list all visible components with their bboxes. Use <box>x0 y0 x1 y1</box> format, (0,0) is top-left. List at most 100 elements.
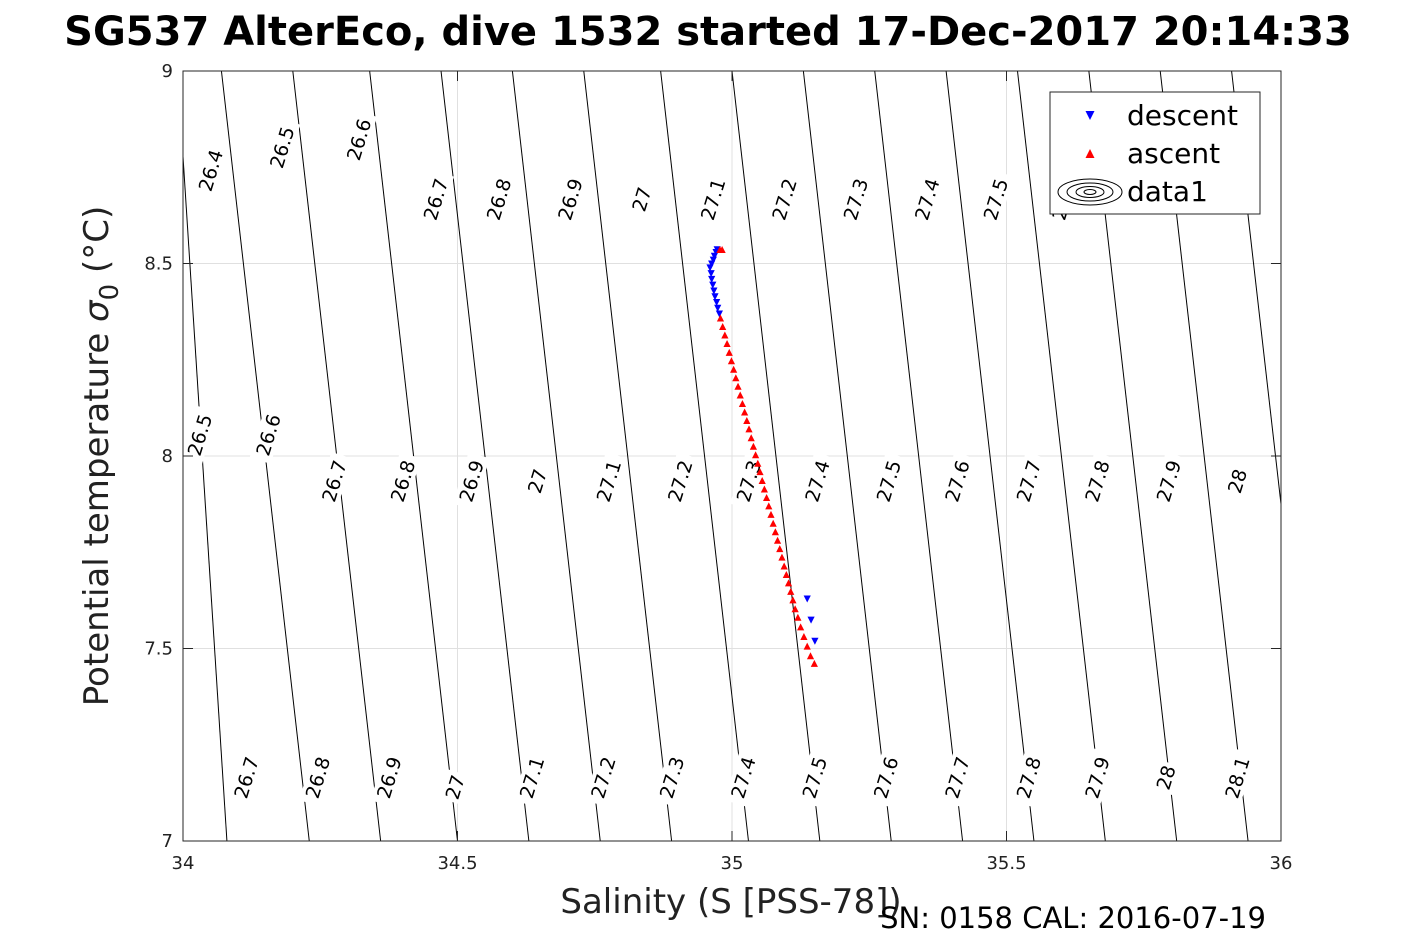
y-axis-label-sigma: σ <box>77 299 117 322</box>
contour-label-mask <box>452 451 490 511</box>
density-contour-label: 27.2 <box>765 170 803 229</box>
contour-label-mask <box>1150 451 1187 511</box>
ascent-point <box>756 468 764 476</box>
ascent-point <box>730 365 738 373</box>
contour-label-mask <box>1010 451 1047 511</box>
ascent-point <box>723 339 731 347</box>
contour-label-mask <box>694 170 732 229</box>
descent-point <box>714 304 722 312</box>
ascent-point <box>718 246 726 254</box>
ascent-point <box>794 613 802 621</box>
contour-label-mask <box>1150 759 1181 796</box>
ascent-point <box>732 374 740 382</box>
contour-label-mask <box>192 141 229 200</box>
descent-point <box>709 256 717 264</box>
contour-label-mask <box>249 405 287 464</box>
density-contour-label: 28 <box>1222 463 1252 499</box>
density-contour-line <box>731 70 821 842</box>
contour-label-mask <box>315 451 353 511</box>
ascent-point <box>765 502 773 510</box>
x-axis-label: Salinity (S [PSS-78]) <box>560 882 901 922</box>
ascent-point <box>749 442 758 450</box>
density-contour-line <box>660 70 749 842</box>
ascent-point <box>716 314 725 322</box>
descent-point <box>708 260 716 268</box>
contour-label-mask <box>1222 463 1252 499</box>
density-contour-line <box>440 70 530 842</box>
descent-point <box>803 595 811 603</box>
contour-label-mask <box>661 451 699 511</box>
ascent-point <box>784 579 793 587</box>
contour-label-mask <box>551 170 589 229</box>
ascent-point <box>758 477 766 485</box>
density-contour-line <box>182 156 228 842</box>
x-tick-label: 35 <box>721 853 744 874</box>
axis-ticks: 34 34.5 35 35.5 36 7 7.5 8 8.5 9 <box>144 61 1292 874</box>
legend-descent-marker <box>1085 111 1095 120</box>
contour-label-mask <box>522 463 553 499</box>
contour-label-mask <box>938 451 976 511</box>
y-axis-label-subscript: 0 <box>95 284 125 301</box>
descent-point <box>708 275 716 283</box>
ascent-point <box>797 623 805 631</box>
ascent-point <box>727 357 736 365</box>
y-axis-label-unit: (°C) <box>77 206 117 284</box>
descent-point <box>715 310 723 318</box>
ascent-point <box>769 519 777 527</box>
ascent-point <box>752 451 760 459</box>
contour-label-mask <box>977 170 1014 229</box>
ascent-point <box>721 331 729 339</box>
ascent-point <box>787 587 795 595</box>
density-contour-line <box>1016 70 1106 842</box>
y-tick-label: 8.5 <box>144 254 173 275</box>
ascent-point <box>734 382 742 390</box>
legend-descent-label: descent <box>1127 99 1238 132</box>
contour-label-mask <box>798 451 836 511</box>
x-tick-label: 36 <box>1270 853 1293 874</box>
ascent-point <box>738 400 747 408</box>
contour-label-mask <box>867 748 905 807</box>
contour-label-mask <box>384 451 422 511</box>
ascent-point <box>791 605 799 613</box>
density-contour-label: 26.7 <box>227 748 265 807</box>
density-contour-line <box>874 70 964 842</box>
ascent-point <box>806 652 815 660</box>
x-tick-label: 34 <box>172 853 195 874</box>
ascent-point <box>810 659 818 667</box>
ascent-point <box>776 545 784 553</box>
x-tick-label: 35.5 <box>986 853 1026 874</box>
legend-ascent-marker <box>1085 149 1095 158</box>
contour-label-mask <box>1078 748 1116 807</box>
ascent-point <box>743 416 751 424</box>
y-tick-label: 7 <box>162 831 173 852</box>
density-contour-line <box>583 70 673 842</box>
density-contour-line <box>945 70 1035 842</box>
contour-label-mask <box>1218 748 1256 807</box>
density-contour-line <box>511 70 601 842</box>
contour-label-mask <box>417 170 454 229</box>
ascent-point <box>789 596 797 604</box>
ascent-point <box>747 434 755 442</box>
contour-label-mask <box>340 110 378 169</box>
ascent-point <box>773 536 782 544</box>
contour-label-mask <box>837 170 874 229</box>
contour-label-mask <box>227 748 265 807</box>
contour-label-mask <box>370 748 408 807</box>
contour-label-mask <box>724 748 762 807</box>
density-contour-line <box>369 70 458 842</box>
ascent-point <box>782 570 790 578</box>
contour-label-mask <box>181 405 218 464</box>
contour-label-mask <box>653 748 691 807</box>
calibration-footer: SN: 0158 CAL: 2016-07-19 <box>880 901 1266 935</box>
ascent-point <box>767 510 775 518</box>
legend-data1-contour-icon <box>1057 178 1123 206</box>
legend: descent ascent data1 <box>1049 91 1261 215</box>
contour-label-mask <box>480 170 518 229</box>
descent-point <box>711 293 719 301</box>
ascent-point <box>754 459 762 467</box>
ascent-point <box>771 528 779 536</box>
y-tick-label: 8 <box>162 446 173 467</box>
contour-label-mask <box>908 170 946 229</box>
contour-label-mask <box>765 170 803 229</box>
contour-label-mask <box>626 181 657 217</box>
